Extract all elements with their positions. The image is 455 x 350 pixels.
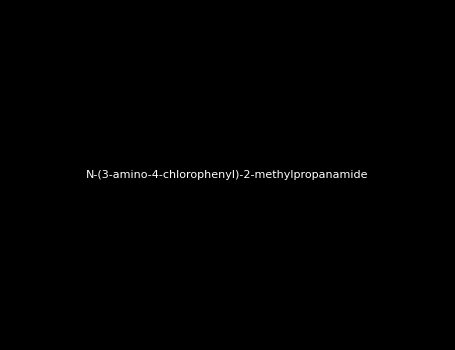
Text: N-(3-amino-4-chlorophenyl)-2-methylpropanamide: N-(3-amino-4-chlorophenyl)-2-methylpropa… <box>86 170 368 180</box>
